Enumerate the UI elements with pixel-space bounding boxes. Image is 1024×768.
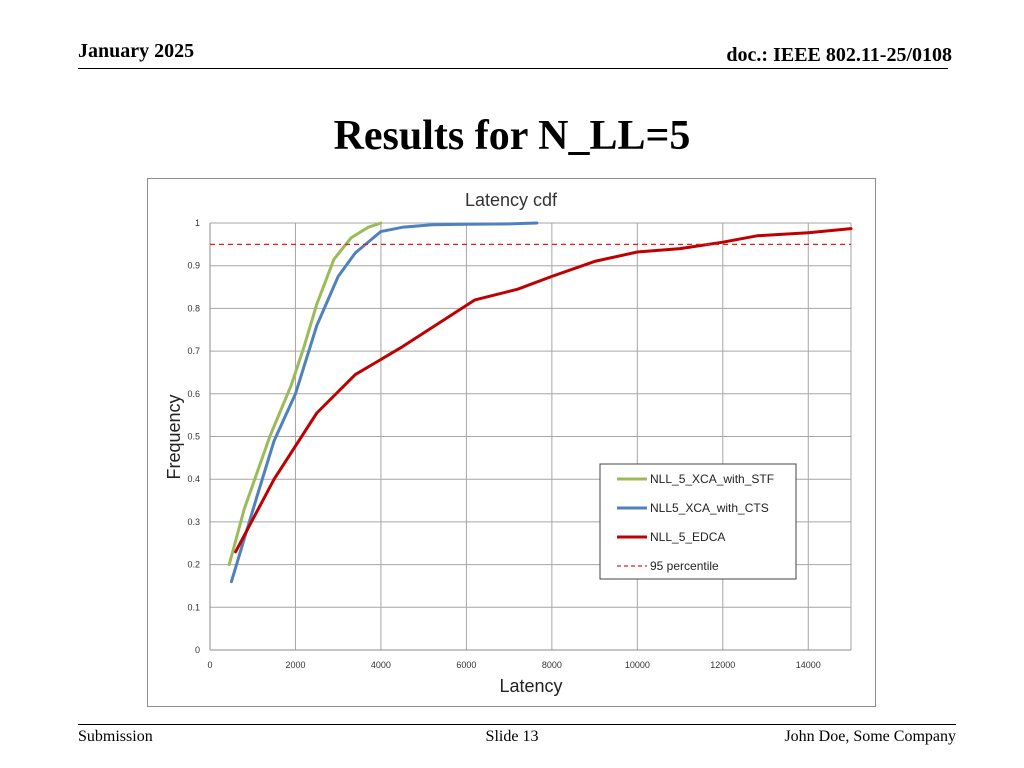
footer-author: John Doe, Some Company	[784, 728, 956, 745]
y-tick-label: 0.9	[187, 261, 200, 271]
x-tick-label: 2000	[285, 660, 305, 670]
x-tick-label: 0	[207, 660, 212, 670]
x-tick-label: 12000	[710, 660, 735, 670]
y-tick-label: 0.4	[187, 474, 200, 484]
x-tick-label: 4000	[371, 660, 391, 670]
slide-title: Results for N_LL=5	[333, 113, 691, 159]
y-tick-label: 1	[195, 218, 200, 228]
chart-title: Latency cdf	[465, 190, 558, 210]
footer-slide-number: Slide 13	[485, 728, 539, 745]
axes	[209, 223, 851, 651]
legend: NLL_5_XCA_with_STF NLL5_XCA_with_CTS NLL_5…	[599, 463, 797, 580]
y-tick-label: 0.5	[187, 432, 200, 442]
legend-box	[599, 463, 797, 580]
x-tick-label: 10000	[625, 660, 650, 670]
x-tick-label: 8000	[542, 660, 562, 670]
footer-submission: Submission	[78, 728, 153, 745]
header-doc-id: doc.: IEEE 802.11-25/0108	[726, 44, 952, 66]
series-line-nll5-xca-with-cts	[229, 221, 539, 584]
y-tick-label: 0.6	[187, 389, 200, 399]
footer-divider	[78, 724, 956, 725]
legend-entry-label: NLL_5_EDCA	[650, 530, 725, 544]
header-date: January 2025	[78, 40, 195, 62]
y-tick-label: 0.8	[187, 303, 200, 313]
y-tick-label: 0.7	[187, 346, 200, 356]
x-axis-label: Latency	[499, 676, 562, 696]
series-lines	[210, 221, 853, 584]
series-line-nll-5-edca	[234, 227, 853, 554]
x-tick-label: 6000	[456, 660, 476, 670]
y-axis-label: Frequency	[164, 394, 184, 479]
y-tick-label: 0.3	[187, 517, 200, 527]
x-tick-labels: 0 2000 4000 6000 8000 10000 12000 14000	[207, 660, 820, 670]
chart-frame: 0 0.1 0.2 0.3 0.4 0.5 0.6 0.7 0.8 0.9 1 0 2000 4000 6…	[147, 178, 876, 707]
legend-entry-label: NLL_5_XCA_with_STF	[650, 472, 774, 486]
y-tick-labels: 0 0.1 0.2 0.3 0.4 0.5 0.6 0.7 0.8 0.9 1	[187, 218, 200, 655]
header-divider	[78, 68, 948, 69]
series-line-nll-5-xca-with-stf	[227, 221, 383, 567]
legend-entry-label: NLL5_XCA_with_CTS	[650, 501, 769, 515]
y-tick-label: 0.2	[187, 560, 200, 570]
y-tick-label: 0	[195, 645, 200, 655]
latency-cdf-chart: 0 0.1 0.2 0.3 0.4 0.5 0.6 0.7 0.8 0.9 1 0 2000 4000 6…	[164, 190, 853, 696]
legend-entry-label: 95 percentile	[650, 559, 719, 573]
grid-lines	[209, 222, 852, 651]
x-tick-label: 14000	[796, 660, 821, 670]
y-tick-label: 0.1	[187, 602, 200, 612]
